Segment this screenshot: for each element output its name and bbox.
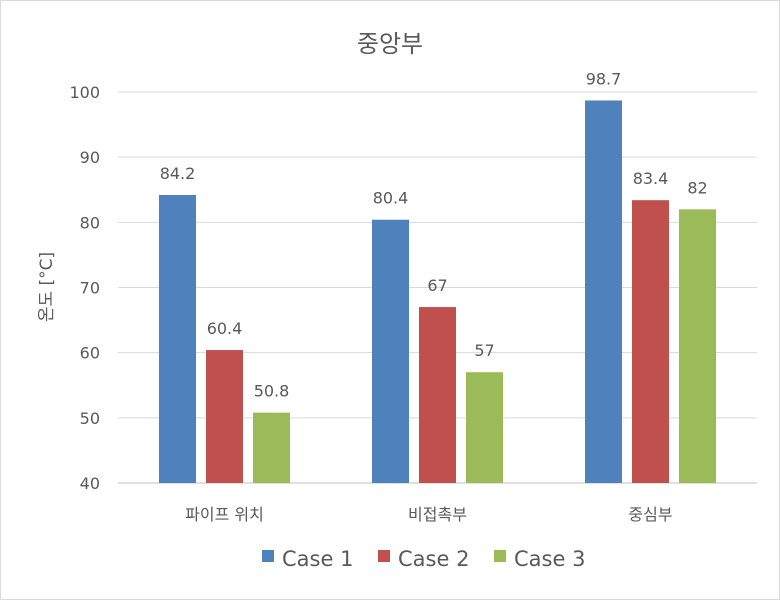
y-tick-label: 40 bbox=[80, 474, 100, 493]
x-tick-label: 파이프 위치 bbox=[185, 505, 264, 524]
data-label: 67 bbox=[427, 276, 447, 295]
bar bbox=[632, 200, 669, 483]
bar bbox=[466, 372, 503, 483]
y-tick-label: 60 bbox=[80, 344, 100, 363]
data-label: 98.7 bbox=[586, 69, 622, 88]
chart-title: 중앙부 bbox=[357, 30, 423, 58]
y-tick-label: 50 bbox=[80, 409, 100, 428]
data-label: 57 bbox=[474, 341, 494, 360]
x-tick-label: 중심부 bbox=[628, 505, 672, 524]
y-tick-label: 80 bbox=[80, 213, 100, 232]
legend-label: Case 2 bbox=[398, 547, 469, 571]
legend-label: Case 1 bbox=[282, 547, 353, 571]
bar bbox=[372, 219, 409, 483]
data-label: 82 bbox=[687, 178, 707, 197]
y-tick-label: 100 bbox=[69, 83, 100, 102]
y-tick-label: 70 bbox=[80, 279, 100, 298]
bar bbox=[585, 100, 622, 483]
x-tick-label: 비접촉부 bbox=[408, 505, 467, 524]
bar bbox=[159, 194, 196, 484]
bar bbox=[206, 350, 243, 483]
legend-swatch bbox=[378, 550, 390, 562]
legend-swatch bbox=[262, 550, 274, 562]
y-axis-label: 온도 [°C] bbox=[37, 252, 57, 322]
y-tick-label: 90 bbox=[80, 148, 100, 167]
legend-label: Case 3 bbox=[514, 547, 585, 571]
data-label: 83.4 bbox=[633, 169, 669, 188]
bar bbox=[679, 209, 716, 484]
data-label: 60.4 bbox=[207, 319, 243, 338]
data-label: 80.4 bbox=[373, 189, 409, 208]
legend-swatch bbox=[494, 550, 506, 562]
bar bbox=[253, 412, 290, 483]
data-label: 84.2 bbox=[160, 164, 196, 183]
bar bbox=[419, 307, 456, 483]
data-label: 50.8 bbox=[254, 382, 290, 401]
